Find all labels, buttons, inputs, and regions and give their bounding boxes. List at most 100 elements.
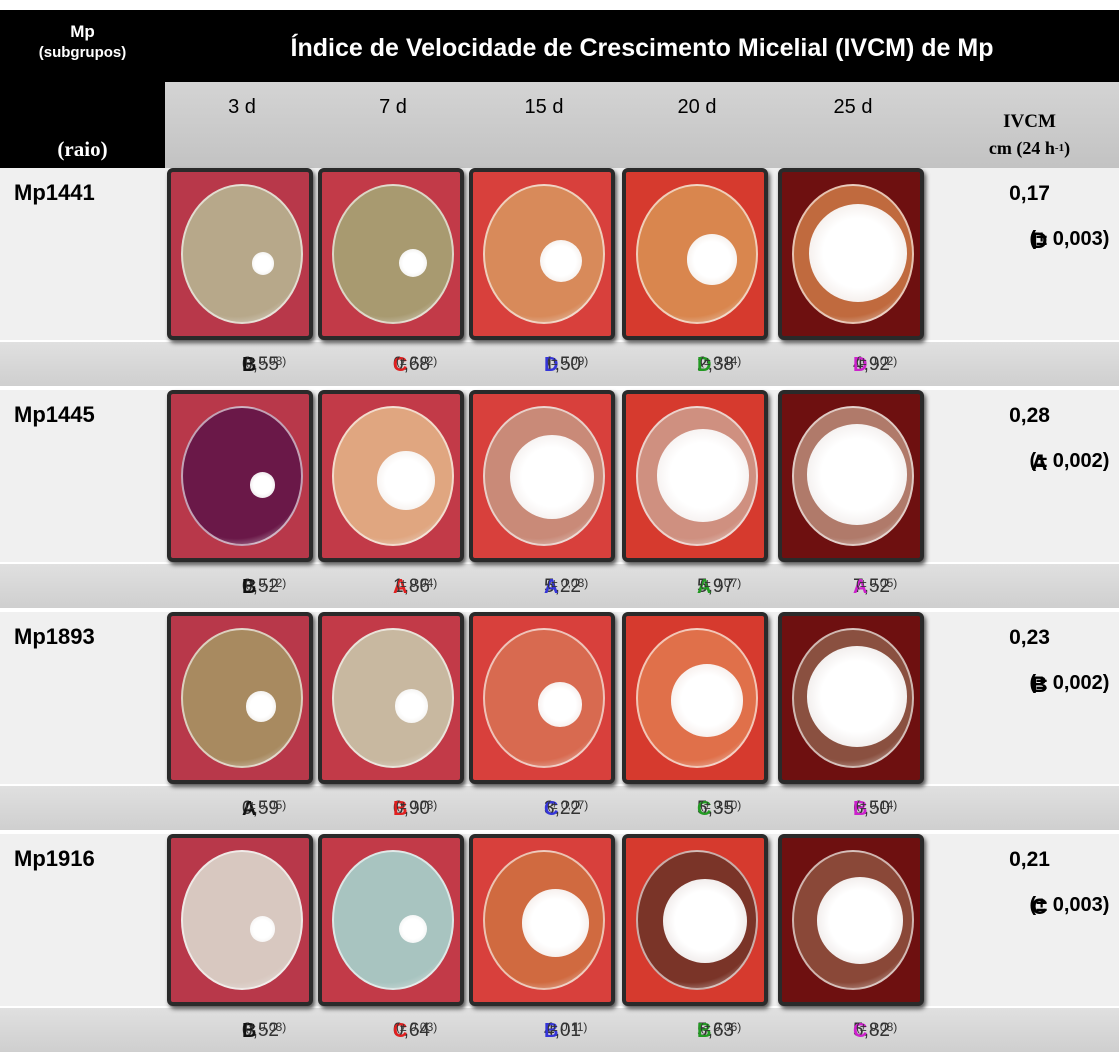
radius-error: (± 0,04) bbox=[396, 576, 438, 590]
radius-error: (± 0,05) bbox=[245, 798, 287, 812]
petri-dish bbox=[181, 406, 303, 546]
ivcm-unit: cm (24 h -1) bbox=[940, 136, 1119, 160]
strain-name: Mp1445 bbox=[14, 402, 95, 427]
dish-photo bbox=[469, 834, 615, 1006]
radius-value: 4,01 bbox=[544, 1020, 581, 1041]
dish-photo bbox=[622, 168, 768, 340]
radius-error: (± 0,07) bbox=[547, 798, 589, 812]
colony bbox=[662, 878, 747, 963]
petri-dish bbox=[181, 628, 303, 768]
radius-error: (± 0,08) bbox=[856, 1020, 898, 1034]
radius-letter: C bbox=[544, 798, 559, 820]
radius-error: (± 0,11) bbox=[547, 1020, 588, 1034]
radius-value: 5,82 bbox=[853, 1020, 890, 1041]
colony bbox=[686, 234, 737, 285]
title-bg bbox=[165, 10, 1119, 82]
ivcm-error: (± 0,003) bbox=[1029, 894, 1110, 916]
day-label: 20 d bbox=[677, 96, 717, 118]
colony bbox=[249, 472, 275, 498]
ivcm-error: (± 0,003) bbox=[1029, 228, 1110, 250]
radius-letter: A bbox=[242, 798, 257, 820]
radius-letter: C bbox=[853, 1020, 868, 1042]
value-strip bbox=[0, 342, 1119, 386]
radius-letter: A bbox=[393, 576, 408, 598]
radius-value: 0,90 bbox=[393, 798, 430, 819]
colony bbox=[509, 434, 594, 519]
value-strip bbox=[0, 1008, 1119, 1052]
strain-name: Mp1893 bbox=[14, 624, 95, 649]
dish-photo bbox=[622, 612, 768, 784]
radius-error: (± 0,14) bbox=[856, 798, 898, 812]
dish-photo bbox=[167, 612, 313, 784]
radius-letter: A bbox=[853, 576, 868, 598]
radius-letter: C bbox=[393, 1020, 408, 1042]
radius-letter: B bbox=[242, 1020, 257, 1042]
ivcm-value: 0,17 bbox=[1009, 182, 1050, 205]
dish-photo bbox=[622, 834, 768, 1006]
colony bbox=[806, 645, 908, 747]
colony bbox=[251, 252, 274, 275]
dish-photo bbox=[318, 390, 464, 562]
colony bbox=[656, 429, 749, 522]
radius-error: (± 0,07) bbox=[700, 576, 742, 590]
dish-photo bbox=[778, 612, 924, 784]
radius-value: 0,59 bbox=[242, 798, 279, 819]
radius-value: 6,50 bbox=[853, 798, 890, 819]
radius-error: (± 0,03) bbox=[547, 576, 589, 590]
corner-bg bbox=[0, 10, 165, 170]
day-label: 15 d bbox=[524, 96, 564, 118]
corner-top: Mp bbox=[70, 22, 95, 41]
strain-name: Mp1441 bbox=[14, 180, 95, 205]
dish-photo bbox=[469, 612, 615, 784]
radius-value: 4,92 bbox=[853, 354, 890, 375]
radius-error: (± 0,12) bbox=[245, 576, 287, 590]
radius-letter: B bbox=[853, 798, 868, 820]
radius-value: 0,52 bbox=[242, 576, 279, 597]
colony bbox=[806, 423, 908, 525]
radius-letter: C bbox=[697, 798, 712, 820]
radius-error: (± 0,10) bbox=[700, 798, 742, 812]
ivcm-error: (± 0,002) bbox=[1029, 450, 1110, 472]
radius-error: (± 0,14) bbox=[700, 354, 742, 368]
radius-letter: D bbox=[697, 354, 712, 376]
ivcm-value: 0,28 bbox=[1009, 404, 1050, 427]
radius-letter: D bbox=[853, 354, 868, 376]
radius-value: 1,50 bbox=[544, 354, 581, 375]
radius-value: 3,22 bbox=[544, 798, 581, 819]
petri-dish bbox=[332, 184, 454, 324]
radius-value: 0,64 bbox=[393, 1020, 430, 1041]
ivcm-value: 0,21 bbox=[1009, 848, 1050, 871]
ivcm-unit-text: cm (24 h bbox=[988, 137, 1055, 158]
value-strip bbox=[0, 786, 1119, 830]
colony bbox=[521, 889, 589, 957]
dish-photo bbox=[622, 390, 768, 562]
ivcm-label: IVCM bbox=[1003, 111, 1056, 132]
ivcm-letter: C bbox=[1031, 894, 1048, 919]
radius-value: 2,38 bbox=[697, 354, 734, 375]
radius-letter: B bbox=[697, 1020, 712, 1042]
colony bbox=[376, 450, 436, 510]
ivcm-letter: D bbox=[1031, 228, 1048, 253]
petri-dish bbox=[483, 628, 605, 768]
radius-value: 5,35 bbox=[697, 798, 734, 819]
strain-name: Mp1916 bbox=[14, 846, 95, 871]
dish-photo bbox=[469, 390, 615, 562]
value-strip bbox=[0, 564, 1119, 608]
petri-dish bbox=[181, 850, 303, 990]
radius-value: 7,52 bbox=[853, 576, 890, 597]
colony bbox=[537, 681, 583, 727]
colony bbox=[245, 690, 277, 722]
radius-value: 0,55 bbox=[242, 354, 279, 375]
colony bbox=[539, 239, 582, 282]
radius-letter: B bbox=[544, 1020, 559, 1042]
radius-letter: B bbox=[242, 354, 257, 376]
petri-dish bbox=[181, 184, 303, 324]
radius-letter: B bbox=[242, 576, 257, 598]
title: Índice de Velocidade de Crescimento Mice… bbox=[290, 33, 994, 62]
radius-letter: A bbox=[544, 576, 559, 598]
dish-photo bbox=[318, 834, 464, 1006]
radius-letter: C bbox=[393, 354, 408, 376]
radius-error: (± 0,03) bbox=[396, 1020, 438, 1034]
petri-dish bbox=[332, 850, 454, 990]
radius-letter: A bbox=[697, 576, 712, 598]
